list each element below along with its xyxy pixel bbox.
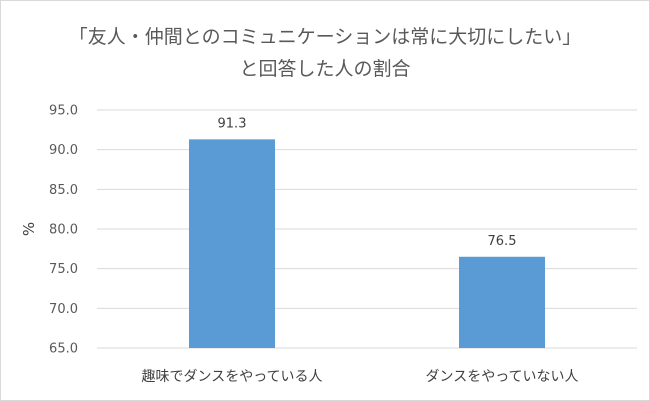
x-category-label: ダンスをやっていない人 bbox=[425, 369, 578, 385]
data-label: 76.5 bbox=[488, 234, 517, 249]
chart-subtitle: と回答した人の割合 bbox=[239, 58, 411, 80]
chart-title: 「友人・仲間とのコミュニケーションは常に大切にしたい」 bbox=[68, 26, 582, 48]
bars bbox=[189, 139, 545, 348]
gridlines bbox=[97, 109, 637, 349]
y-tick-label: 85.0 bbox=[49, 183, 78, 198]
y-tick-label: 90.0 bbox=[49, 143, 78, 158]
bar bbox=[459, 256, 545, 348]
y-tick-label: 80.0 bbox=[49, 223, 78, 238]
y-axis-label: % bbox=[20, 222, 38, 236]
x-category-label: 趣味でダンスをやっている人 bbox=[141, 369, 322, 385]
y-axis-ticks: 65.0 70.0 75.0 80.0 85.0 90.0 95.0 bbox=[49, 104, 78, 357]
y-tick-label: 70.0 bbox=[49, 302, 78, 317]
y-tick-label: 75.0 bbox=[49, 262, 78, 277]
data-label: 91.3 bbox=[218, 116, 247, 131]
x-axis-categories: 趣味でダンスをやっている人 ダンスをやっていない人 bbox=[141, 369, 578, 385]
data-labels: 91.3 76.5 bbox=[218, 116, 517, 248]
y-tick-label: 95.0 bbox=[49, 104, 78, 119]
y-tick-label: 65.0 bbox=[49, 342, 78, 357]
bar bbox=[189, 139, 275, 348]
